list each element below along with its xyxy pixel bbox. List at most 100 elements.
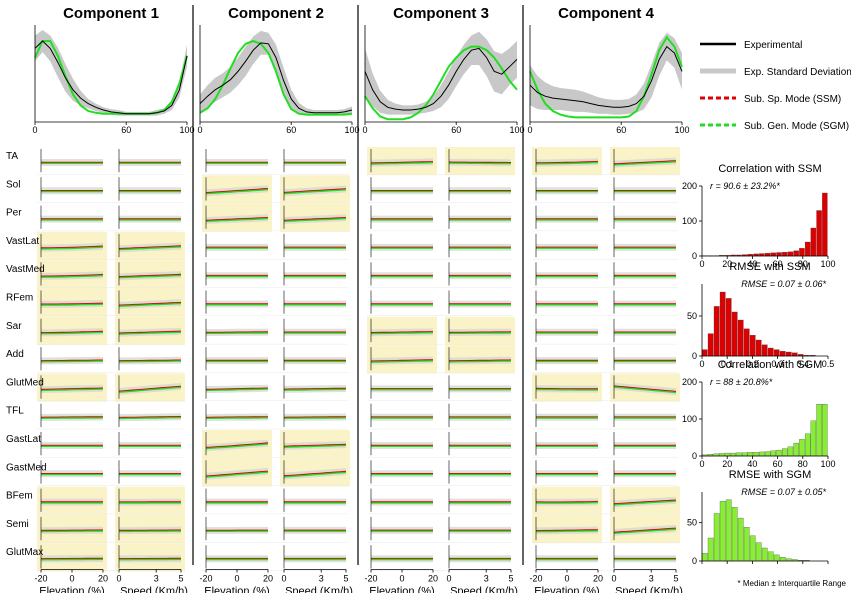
histogram-bar [736,452,742,457]
x-tick-label: 0.2 [746,359,759,369]
histogram-bar [793,442,799,457]
ssm-line [205,442,269,449]
x-tick-label: 5 [508,574,513,584]
muscle-label: Sar [6,321,22,332]
y-tick-label: 100 [682,216,697,226]
x-tick-label: 0 [699,359,704,369]
histogram-title: RMSE with SGM [729,469,812,481]
sgm-line [41,331,104,335]
x-tick-label: 0 [234,574,239,584]
histogram-bar [779,351,786,357]
ssm-line [118,273,182,278]
histogram-bar [773,554,780,562]
histogram-stat: RMSE = 0.07 ± 0.06* [741,279,826,289]
x-tick-label: 0 [32,125,37,135]
muscle-label: Semi [6,519,29,530]
x-tick-label: 0 [197,125,202,135]
speed-axis-label: Speed (Km/h) [450,586,518,593]
ssm-line [535,387,598,390]
muscle-label: Add [6,349,24,360]
sgm-line [529,35,683,119]
histogram-bar [804,433,811,457]
histogram-bar [743,527,750,562]
histogram-bar [767,347,774,357]
x-tick-label: 60 [616,125,626,135]
legend-label: Sub. Gen. Mode (SGM) [744,121,849,132]
sgm-line [34,40,188,115]
histogram-bar [737,319,744,357]
x-tick-label: 20 [263,574,273,584]
histogram-bar [799,439,805,457]
histogram-bar [793,250,799,257]
histogram-bar [764,451,771,457]
ssm-line [118,416,182,419]
ssm-line [40,529,104,532]
ssm-line [283,443,347,448]
histogram-bar [749,335,756,357]
histogram-stat: r = 90.6 ± 23.2%* [710,181,780,191]
x-tick-label: 0 [116,574,121,584]
ssm-line [613,499,677,505]
ssm-line [370,359,434,363]
sgm-line [205,388,269,392]
x-tick-label: 0 [446,574,451,584]
x-tick-label: 0 [564,574,569,584]
muscle-label: RFem [6,293,33,304]
sgm-line [118,302,182,307]
x-tick-label: 20 [428,574,438,584]
component-title: Component 1 [63,5,159,22]
sgm-line [535,388,598,391]
x-tick-label: 0 [527,125,532,135]
x-tick-label: 60 [773,259,783,269]
x-tick-label: 0.5 [822,359,835,369]
sgm-line [448,162,512,165]
sgm-line [613,161,677,166]
sd-band [365,31,517,115]
histogram-bar [701,349,708,357]
x-tick-label: 100 [820,259,835,269]
sgm-line [40,274,104,278]
ssm-line [40,359,103,362]
histogram-bar [776,449,782,457]
sgm-line [536,501,599,504]
x-tick-label: 3 [319,574,324,584]
histogram-bar [761,344,768,357]
muscle-label: Sol [6,179,20,190]
x-tick-label: 20 [722,259,732,269]
experimental-line [364,47,518,111]
histogram-bar [782,448,788,457]
ssm-line [118,301,182,307]
ssm-line [118,330,182,335]
sgm-line [199,39,353,116]
x-tick-label: 20 [98,574,108,584]
histogram-bar [724,452,731,457]
histogram-bar [779,557,786,562]
y-tick-label: 0 [692,351,697,361]
histogram-bar [787,446,794,457]
x-tick-label: 20 [593,574,603,584]
histogram-bar [759,451,765,457]
ssm-line [448,331,512,334]
muscle-label: GlutMax [6,547,43,558]
x-tick-label: 3 [154,574,159,584]
x-tick-label: 100 [344,125,359,135]
ssm-line [283,387,347,391]
ssm-line [613,160,677,165]
x-tick-label: 20 [722,459,732,469]
muscle-label: TA [6,151,18,162]
sgm-line [283,189,347,195]
histogram-bar [725,499,732,562]
x-tick-label: 100 [820,459,835,469]
histogram-bar [747,452,754,457]
histogram-bar [770,252,777,257]
x-tick-label: 0.4 [797,359,810,369]
ssm-line [205,217,269,222]
histogram-bar [791,352,798,357]
x-tick-label: -20 [199,574,212,584]
figure-layer: Component 1 Component 2 Component 3 Compone… [6,5,851,593]
y-tick-label: 0 [692,556,697,566]
x-tick-label: -20 [529,574,542,584]
x-tick-label: 40 [747,259,757,269]
y-tick-label: 100 [682,414,697,424]
y-tick-label: 0 [692,251,697,261]
